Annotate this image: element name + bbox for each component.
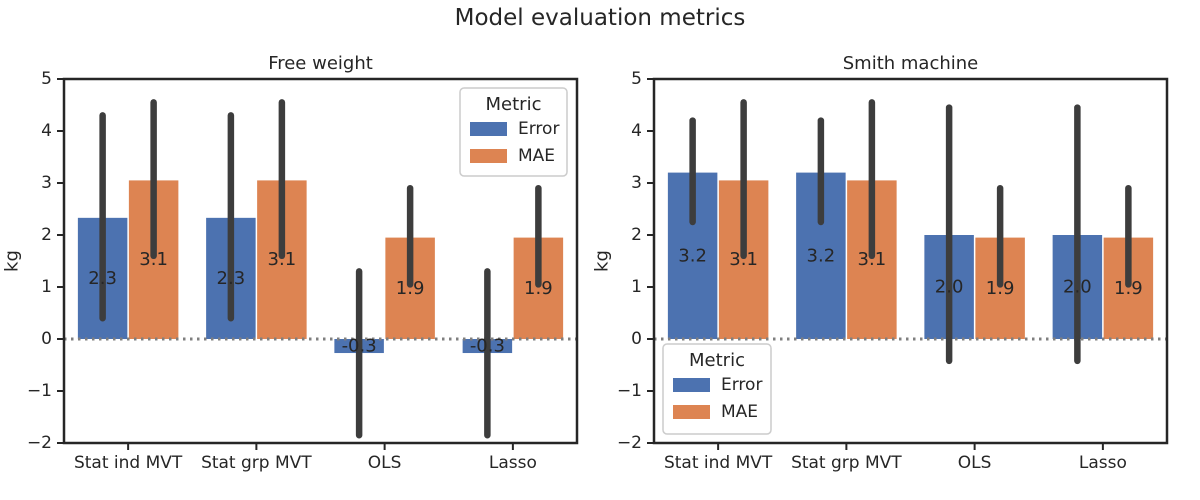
x-tick-label: OLS xyxy=(958,453,992,473)
y-tick-label: −1 xyxy=(27,381,52,401)
y-tick-label: 5 xyxy=(41,69,52,89)
axes-frame xyxy=(62,77,579,445)
y-tick-label: 0 xyxy=(41,329,52,349)
figure-title: Model evaluation metrics xyxy=(454,5,746,31)
data-label: 1.9 xyxy=(396,278,425,299)
y-tick-label: 3 xyxy=(41,173,52,193)
y-tick-label: 5 xyxy=(631,69,642,89)
data-label: 2.3 xyxy=(88,268,117,289)
y-tick-label: 1 xyxy=(631,277,642,297)
data-label: 3.1 xyxy=(858,249,887,270)
legend-label-mae: MAE xyxy=(721,402,758,422)
data-label: 2.3 xyxy=(217,268,246,289)
data-label: 1.9 xyxy=(1114,278,1143,299)
x-tick-label: Stat grp MVT xyxy=(791,453,902,473)
y-tick-label: 0 xyxy=(631,329,642,349)
data-label: -0.3 xyxy=(342,336,377,357)
y-tick-label: 1 xyxy=(41,277,52,297)
y-tick-label: 4 xyxy=(41,121,52,141)
x-tick-label: Stat ind MVT xyxy=(74,453,183,473)
legend-label-error: Error xyxy=(518,119,559,139)
x-tick-label: Lasso xyxy=(1079,453,1127,473)
data-label: 1.9 xyxy=(986,278,1015,299)
data-label: 1.9 xyxy=(524,278,553,299)
x-tick-label: Lasso xyxy=(489,453,537,473)
y-tick-label: 2 xyxy=(631,225,642,245)
x-tick-label: Stat grp MVT xyxy=(201,453,312,473)
y-tick-label: −1 xyxy=(617,381,642,401)
data-label: 3.1 xyxy=(729,249,758,270)
data-label: 3.2 xyxy=(678,245,707,266)
legend-label-mae: MAE xyxy=(518,146,555,166)
legend-swatch-mae xyxy=(673,405,710,419)
x-tick-label: Stat ind MVT xyxy=(664,453,773,473)
subplot-title: Free weight xyxy=(268,53,373,74)
x-tick-label: OLS xyxy=(368,453,402,473)
data-label: 3.2 xyxy=(807,245,836,266)
data-label: 2.0 xyxy=(1063,277,1092,298)
y-tick-label: −2 xyxy=(617,433,642,453)
legend-label-error: Error xyxy=(721,375,762,395)
data-label: 3.1 xyxy=(268,249,297,270)
legend-swatch-mae xyxy=(470,149,507,163)
legend-swatch-error xyxy=(673,378,710,392)
data-label: 3.1 xyxy=(139,249,168,270)
y-axis-label: kg xyxy=(2,250,23,272)
subplot-title: Smith machine xyxy=(843,53,979,74)
data-label: 2.0 xyxy=(935,277,964,298)
y-tick-label: 2 xyxy=(41,225,52,245)
y-tick-label: 4 xyxy=(631,121,642,141)
y-axis-label: kg xyxy=(592,250,613,272)
y-tick-label: −2 xyxy=(27,433,52,453)
legend-title: Metric xyxy=(486,94,542,115)
legend-swatch-error xyxy=(470,122,507,136)
data-label: -0.3 xyxy=(470,336,505,357)
legend-title: Metric xyxy=(689,350,745,371)
y-tick-label: 3 xyxy=(631,173,642,193)
axes-frame xyxy=(652,77,1169,445)
